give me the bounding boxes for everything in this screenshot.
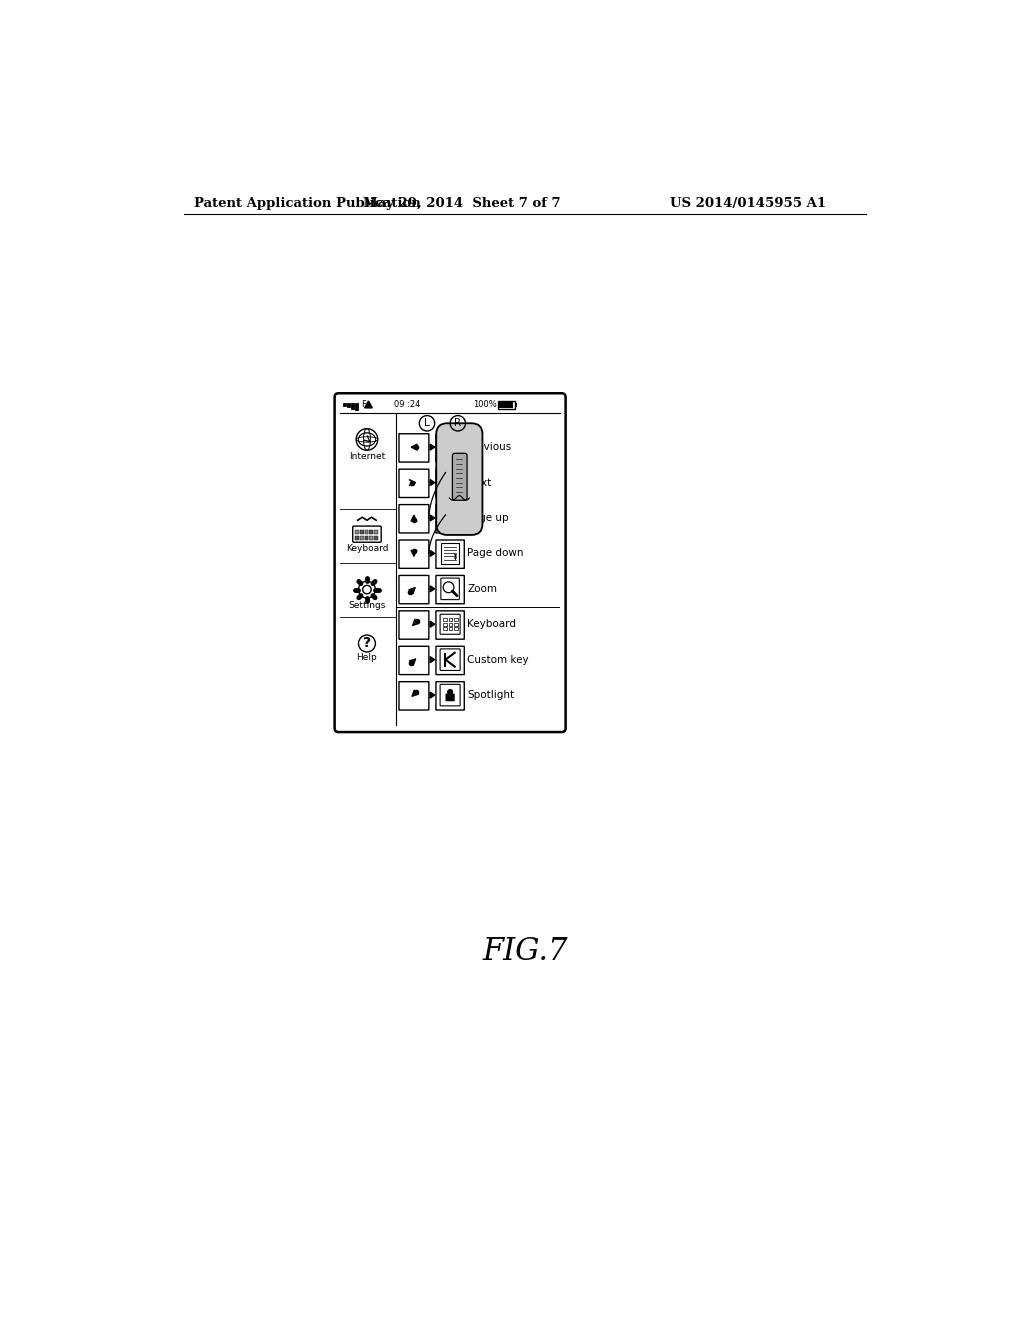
Text: ?: ? [362,636,371,651]
FancyBboxPatch shape [449,623,453,626]
FancyBboxPatch shape [449,627,453,631]
FancyBboxPatch shape [352,527,381,543]
Polygon shape [365,401,373,408]
FancyBboxPatch shape [454,618,458,622]
Text: Next: Next [467,478,492,487]
FancyBboxPatch shape [399,681,429,710]
Polygon shape [454,483,457,487]
FancyBboxPatch shape [399,504,429,533]
FancyBboxPatch shape [343,404,346,405]
FancyBboxPatch shape [399,469,429,498]
FancyBboxPatch shape [454,623,458,626]
Text: F: F [361,400,367,409]
FancyBboxPatch shape [454,627,458,631]
FancyBboxPatch shape [436,681,464,710]
FancyBboxPatch shape [436,434,464,462]
FancyBboxPatch shape [499,401,513,408]
Text: Help: Help [356,653,377,661]
FancyBboxPatch shape [355,536,359,540]
Polygon shape [430,515,435,521]
Text: Internet: Internet [349,451,385,461]
FancyBboxPatch shape [374,536,378,540]
FancyBboxPatch shape [436,469,464,498]
FancyBboxPatch shape [440,614,460,635]
FancyBboxPatch shape [360,536,364,540]
Text: Settings: Settings [348,601,386,610]
FancyBboxPatch shape [449,618,453,622]
Polygon shape [454,510,457,513]
FancyBboxPatch shape [441,578,460,599]
Polygon shape [430,622,435,627]
FancyBboxPatch shape [399,647,429,675]
FancyBboxPatch shape [441,507,460,529]
Polygon shape [454,478,457,482]
FancyBboxPatch shape [436,611,464,639]
FancyBboxPatch shape [445,693,455,701]
FancyBboxPatch shape [360,531,364,535]
Text: May 29, 2014  Sheet 7 of 7: May 29, 2014 Sheet 7 of 7 [362,197,560,210]
FancyBboxPatch shape [370,531,373,535]
FancyBboxPatch shape [436,576,464,603]
FancyBboxPatch shape [399,434,429,462]
FancyBboxPatch shape [399,576,429,603]
FancyBboxPatch shape [436,424,482,535]
Polygon shape [430,444,435,450]
FancyBboxPatch shape [498,401,515,409]
FancyBboxPatch shape [355,531,359,535]
FancyBboxPatch shape [374,531,378,535]
Text: Keyboard: Keyboard [467,619,516,630]
Text: 100%: 100% [473,400,497,409]
FancyBboxPatch shape [354,404,357,411]
FancyBboxPatch shape [436,540,464,569]
Text: Previous: Previous [467,442,511,453]
Text: Patent Application Publication: Patent Application Publication [194,197,421,210]
Text: Keyboard: Keyboard [346,544,388,553]
FancyBboxPatch shape [443,623,447,626]
FancyBboxPatch shape [440,649,460,671]
FancyBboxPatch shape [436,504,464,533]
FancyBboxPatch shape [399,540,429,569]
Polygon shape [430,586,435,591]
Text: Spotlight: Spotlight [467,690,514,700]
FancyBboxPatch shape [365,531,369,535]
FancyBboxPatch shape [443,627,447,631]
Text: L: L [424,418,430,428]
Polygon shape [430,656,435,663]
Text: Custom key: Custom key [467,655,528,665]
FancyBboxPatch shape [347,404,350,407]
FancyBboxPatch shape [441,543,460,564]
FancyBboxPatch shape [453,453,467,500]
FancyBboxPatch shape [440,684,460,706]
Text: R: R [455,418,462,428]
FancyBboxPatch shape [399,611,429,639]
Text: Page up: Page up [467,513,509,523]
Circle shape [447,689,454,696]
Text: FIG.7: FIG.7 [482,936,567,968]
Polygon shape [430,479,435,486]
FancyBboxPatch shape [365,536,369,540]
FancyBboxPatch shape [351,404,354,409]
Polygon shape [454,557,457,561]
Text: Zoom: Zoom [467,583,497,594]
FancyBboxPatch shape [335,393,565,733]
Polygon shape [430,550,435,557]
Text: Page down: Page down [467,548,523,558]
FancyBboxPatch shape [436,647,464,675]
Polygon shape [454,554,457,557]
Text: 09 :24: 09 :24 [394,400,420,409]
FancyBboxPatch shape [370,536,373,540]
FancyBboxPatch shape [443,618,447,622]
Polygon shape [454,513,457,517]
Polygon shape [430,692,435,698]
Text: US 2014/0145955 A1: US 2014/0145955 A1 [670,197,825,210]
